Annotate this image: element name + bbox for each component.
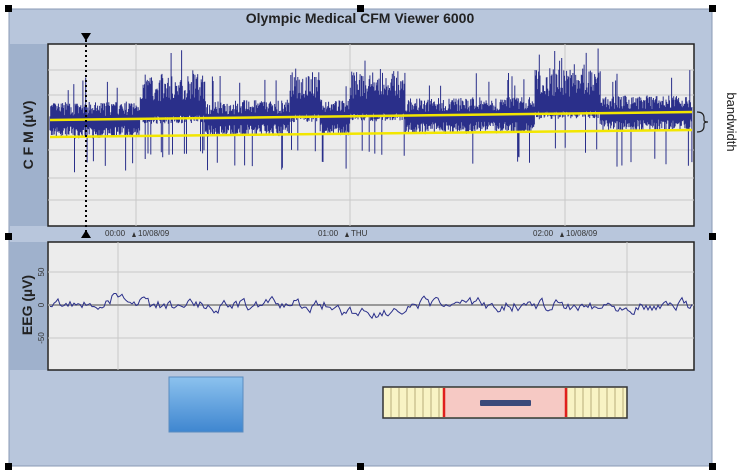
time-marker [560, 232, 564, 237]
time-label: 00:00 [105, 229, 126, 238]
time-label: 01:00 [318, 229, 339, 238]
date-label: THU [351, 229, 368, 238]
window-title: Olympic Medical CFM Viewer 6000 [246, 10, 475, 26]
bandwidth-lower [49, 128, 693, 139]
range-slider[interactable] [382, 386, 628, 419]
eeg-tick: -50 [37, 332, 46, 344]
eeg-axis-label: EEG (µV) [19, 275, 35, 335]
bandwidth-bracket [696, 111, 709, 133]
eeg-label-strip [10, 242, 47, 370]
blue-button[interactable] [168, 376, 244, 433]
eeg-tick: 50 [37, 267, 46, 276]
cfm-axis-label: C F M (µV) [20, 101, 36, 170]
eeg-tick: 0 [37, 302, 46, 307]
cursor-bottom[interactable] [81, 230, 91, 238]
bandwidth-label: bandwidth [724, 92, 739, 151]
time-marker [132, 232, 136, 237]
date-label: 10/08/09 [566, 229, 598, 238]
cfm-label-strip [10, 44, 47, 226]
time-label: 02:00 [533, 229, 554, 238]
cursor-top[interactable] [81, 33, 91, 41]
eeg-trace [49, 293, 693, 320]
bandwidth-upper [49, 110, 693, 122]
time-marker [345, 232, 349, 237]
resize-handles [5, 5, 716, 470]
date-label: 10/08/09 [138, 229, 170, 238]
